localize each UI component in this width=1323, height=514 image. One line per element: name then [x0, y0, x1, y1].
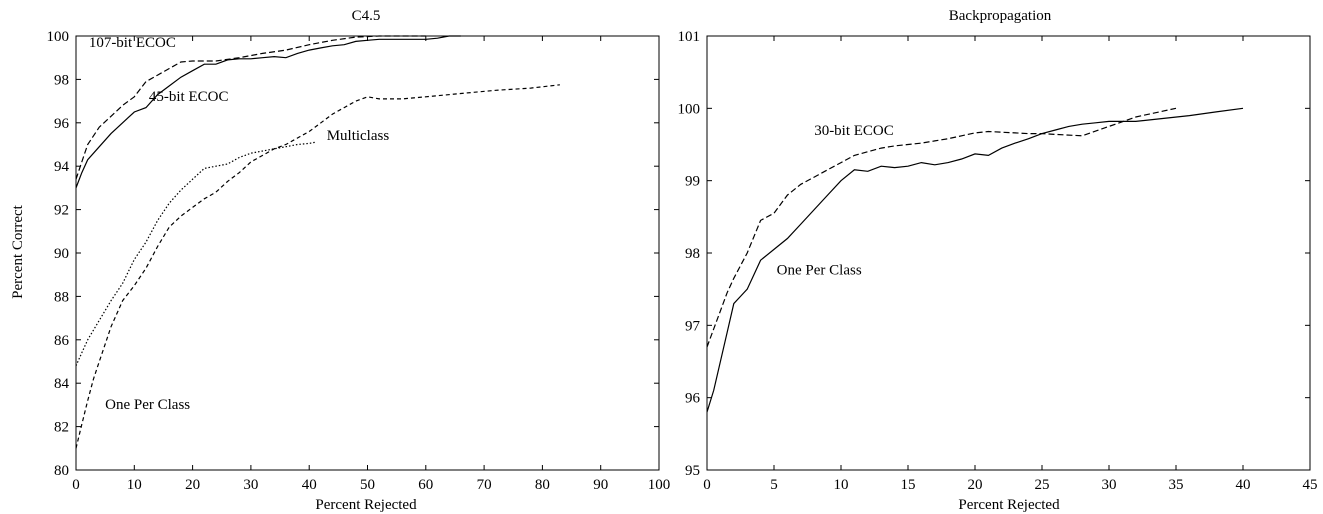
y-tick-label: 96: [54, 116, 70, 132]
x-tick-label: 10: [834, 477, 849, 493]
x-tick-label: 70: [477, 477, 492, 493]
x-tick-label: 15: [901, 477, 916, 493]
y-tick-label: 86: [54, 333, 70, 349]
x-tick-label: 0: [703, 477, 711, 493]
y-tick-label: 90: [54, 246, 69, 262]
y-tick-label: 100: [47, 29, 70, 45]
y-tick-label: 101: [678, 29, 701, 45]
x-tick-label: 60: [418, 477, 433, 493]
series-line-45-bit-ecoc: [75, 35, 461, 189]
series-lines: [706, 107, 1244, 413]
x-tick-label: 100: [648, 477, 671, 493]
series-line-multiclass: [75, 141, 316, 367]
y-tick-label: 84: [54, 376, 70, 392]
series-line-one-per-class: [75, 84, 560, 449]
annotation-label: 45-bit ECOC: [149, 89, 229, 105]
x-tick-label: 20: [968, 477, 983, 493]
y-tick-label: 98: [54, 72, 69, 88]
y-tick-label: 95: [685, 463, 700, 479]
x-tick-label: 80: [535, 477, 550, 493]
x-tick-label: 10: [127, 477, 142, 493]
y-tick-label: 82: [54, 420, 69, 436]
chart-title: Backpropagation: [949, 8, 1052, 24]
annotations: 107-bit ECOC 45-bit ECOC Multiclass One Per…: [89, 35, 390, 413]
chart-panel-c45: C4.5 0 10 20 30 40 50 60 70 80 90 100 80 82 84 86 88 90 9…: [47, 8, 671, 513]
annotation-label: 107-bit ECOC: [89, 35, 176, 51]
x-tick-label: 30: [1102, 477, 1117, 493]
plot-frame: [706, 35, 1311, 471]
annotation-label: One Per Class: [105, 397, 190, 413]
x-axis-title: Percent Rejected: [958, 497, 1060, 513]
y-tick-label: 88: [54, 289, 69, 305]
chart-title: C4.5: [352, 8, 381, 24]
x-tick-label: 5: [770, 477, 778, 493]
series-line-107-bit-ecoc: [75, 35, 426, 180]
annotation-label: Multiclass: [327, 128, 390, 144]
y-tick-label: 98: [685, 246, 700, 262]
annotations: 30-bit ECOC One Per Class: [777, 123, 894, 279]
x-tick-label: 40: [302, 477, 317, 493]
x-axis-title: Percent Rejected: [315, 497, 417, 513]
x-tick-label: 35: [1169, 477, 1184, 493]
y-tick-label: 80: [54, 463, 69, 479]
y-tick-label: 97: [685, 318, 701, 334]
x-tick-label: 25: [1035, 477, 1050, 493]
y-tick-label: 92: [54, 203, 69, 219]
y-tick-label: 99: [685, 174, 700, 190]
x-tick-label: 20: [185, 477, 200, 493]
annotation-label: One Per Class: [777, 263, 862, 279]
y-axis-title-left: Percent Correct: [10, 204, 26, 299]
chart-panel-backpropagation: Backpropagation 0 5 10 15 20 25 30 35 40 45 95 96 97…: [678, 8, 1318, 513]
series-line-30-bit-ecoc: [706, 107, 1177, 348]
x-tick-label: 0: [72, 477, 80, 493]
axis-ticks: 0 5 10 15 20 25 30 35 40 45 95 96 97 98 99 100 101: [678, 29, 1318, 493]
x-tick-label: 40: [1236, 477, 1251, 493]
y-tick-label: 96: [685, 391, 701, 407]
annotation-label: 30-bit ECOC: [814, 123, 894, 139]
series-line-one-per-class: [706, 107, 1244, 413]
x-tick-label: 50: [360, 477, 375, 493]
x-tick-label: 45: [1303, 477, 1318, 493]
series-lines: [75, 35, 560, 449]
y-tick-label: 100: [678, 101, 701, 117]
x-tick-label: 90: [593, 477, 608, 493]
y-tick-label: 94: [54, 159, 70, 175]
axis-ticks: 0 10 20 30 40 50 60 70 80 90 100 80 82 84 86 88 90 92 94 96…: [47, 29, 671, 493]
x-tick-label: 30: [243, 477, 258, 493]
